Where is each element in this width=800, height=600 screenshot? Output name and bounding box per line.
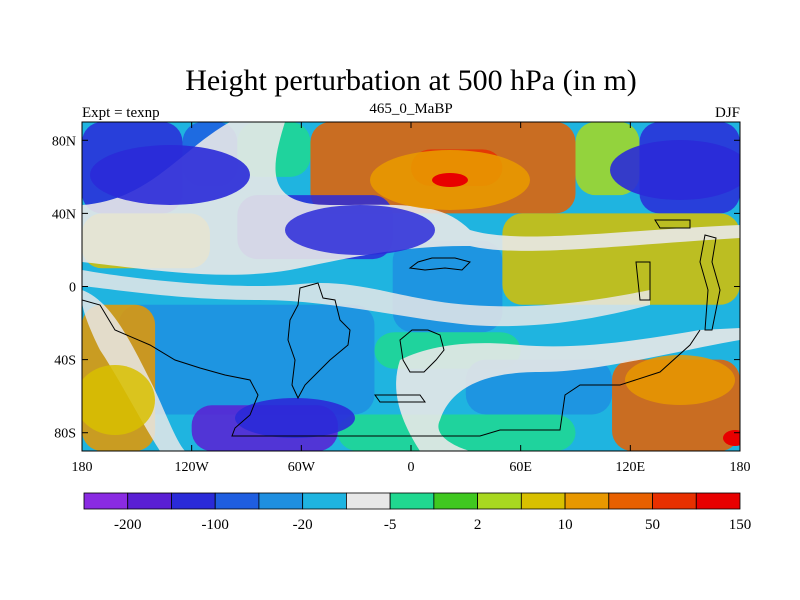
colorbar-label: -100 bbox=[201, 517, 229, 533]
subtitle-right: DJF bbox=[715, 105, 740, 121]
x-tick-label: 120E bbox=[616, 460, 646, 475]
colorbar-swatch bbox=[127, 492, 172, 510]
y-tick-label: 0 bbox=[69, 281, 76, 296]
colorbar-swatch bbox=[345, 492, 391, 510]
x-tick-label: 60W bbox=[288, 460, 316, 475]
contour-low-america bbox=[285, 205, 435, 255]
colorbar-swatch bbox=[389, 492, 435, 510]
colorbar-label: 10 bbox=[558, 517, 573, 533]
colorbar-swatch bbox=[83, 492, 129, 510]
field-cell-17 bbox=[337, 414, 576, 451]
contour-max-europe bbox=[432, 173, 468, 187]
colorbar-swatch bbox=[302, 492, 347, 510]
coastline-south-america bbox=[287, 282, 351, 400]
colorbar-label: 2 bbox=[474, 517, 482, 533]
colorbar-label: -5 bbox=[384, 517, 397, 533]
contour-low-northpacific bbox=[90, 145, 250, 205]
contour-low-southern bbox=[235, 398, 355, 438]
subtitle-center: 465_0_MaBP bbox=[369, 101, 452, 117]
colorbar-swatch bbox=[214, 492, 260, 510]
coastline-asia-fragment bbox=[654, 219, 691, 229]
x-tick-label: 0 bbox=[408, 460, 415, 475]
y-tick-label: 40S bbox=[54, 354, 76, 369]
colorbar-swatch bbox=[258, 492, 304, 510]
y-tick-label: 40N bbox=[52, 207, 76, 222]
colorbar-swatch bbox=[433, 492, 479, 510]
colorbar-swatch bbox=[652, 492, 697, 510]
colorbar: -200 -100 -20 -5 2 10 50 150 bbox=[83, 492, 752, 533]
x-axis: 180 120W 60W 0 60E 120E 180 bbox=[72, 122, 751, 475]
y-tick-label: 80S bbox=[54, 427, 76, 442]
colorbar-label: -200 bbox=[114, 517, 142, 533]
colorbar-label: 50 bbox=[645, 517, 660, 533]
x-tick-label: 180 bbox=[72, 460, 93, 475]
coastline-australia bbox=[635, 234, 721, 331]
contour-map bbox=[82, 122, 740, 451]
coastline-southern-africa bbox=[399, 329, 445, 373]
contour-low-northatlantic bbox=[610, 140, 740, 200]
contour-equator-white-band bbox=[82, 270, 650, 327]
field-cell-11 bbox=[118, 304, 375, 415]
colorbar-label: -20 bbox=[293, 517, 313, 533]
colorbar-swatch bbox=[477, 492, 522, 510]
contour-high-australia-max bbox=[723, 430, 740, 446]
coastline-antarctica bbox=[82, 299, 701, 437]
coastline-north-africa bbox=[408, 257, 471, 271]
x-tick-label: 180 bbox=[730, 460, 751, 475]
contour-high-australia bbox=[625, 355, 735, 405]
colorbar-swatch bbox=[171, 492, 216, 510]
coastline-weddell bbox=[374, 394, 426, 403]
coastlines bbox=[82, 219, 721, 437]
contour-south-white-band bbox=[396, 328, 740, 451]
y-tick-label: 80N bbox=[52, 134, 76, 149]
y-axis: 80N 40N 0 40S 80S bbox=[52, 134, 740, 442]
chart-title: Height perturbation at 500 hPa (in m) bbox=[185, 64, 637, 97]
colorbar-swatch bbox=[564, 492, 610, 510]
contour-north-white-band bbox=[82, 122, 740, 275]
x-tick-label: 120W bbox=[175, 460, 210, 475]
x-tick-label: 60E bbox=[509, 460, 532, 475]
colorbar-label: 150 bbox=[729, 517, 752, 533]
subtitle-left: Expt = texnp bbox=[82, 105, 160, 121]
contour-high-southpacific bbox=[82, 365, 155, 435]
colorbar-swatch bbox=[520, 492, 566, 510]
colorbar-swatch bbox=[695, 492, 741, 510]
colorbar-swatch bbox=[608, 492, 653, 510]
